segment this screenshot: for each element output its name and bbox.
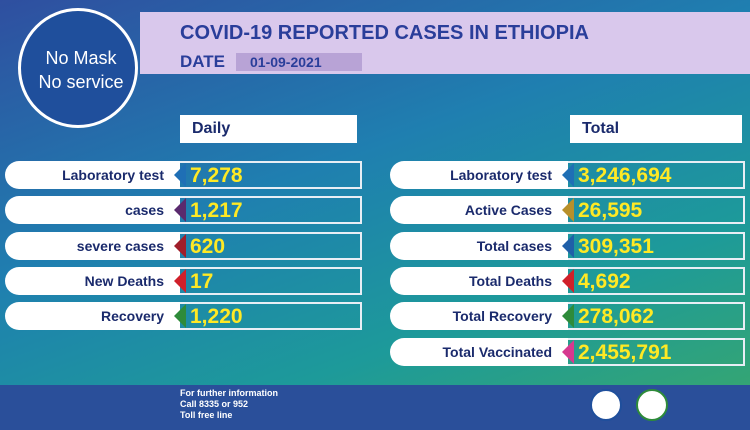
section-heading: Total [570, 115, 742, 143]
row-value: 278,062 [568, 302, 745, 331]
row-label: Total Deaths [390, 266, 568, 295]
logo [636, 389, 668, 421]
row-arrow [562, 304, 574, 329]
row-value: 26,595 [568, 196, 745, 225]
row-value: 7,278 [180, 161, 362, 189]
footer-line: Toll free line [180, 410, 233, 420]
date: 01-09-2021 [236, 53, 362, 71]
section-heading: Daily [180, 115, 357, 143]
row-label: severe cases [5, 231, 180, 260]
badge [18, 8, 138, 128]
row-value: 620 [180, 231, 362, 260]
row-label: Laboratory test [390, 161, 568, 189]
footer-band [0, 385, 750, 430]
row-value: 17 [180, 266, 362, 295]
row-value: 1,217 [180, 196, 362, 225]
row-label: Total Vaccinated [390, 337, 568, 366]
row-value: 309,351 [568, 231, 745, 260]
row-arrow [562, 339, 574, 364]
row-arrow [562, 233, 574, 258]
row-arrow [174, 233, 186, 258]
row-arrow [174, 268, 186, 293]
footer-line: For further information [180, 388, 278, 398]
row-label: Active Cases [390, 196, 568, 225]
row-value: 4,692 [568, 266, 745, 295]
title: COVID-19 REPORTED CASES IN ETHIOPIA [180, 22, 589, 44]
badge-line: No Mask [45, 48, 117, 68]
logo [590, 389, 622, 421]
footer-line: Call 8335 or 952 [180, 399, 249, 409]
row-arrow [174, 198, 186, 223]
footer-text: For further information Call 8335 or 952… [180, 388, 278, 421]
row-label: Recovery [5, 302, 180, 331]
row-value: 1,220 [180, 302, 362, 331]
badge-line: No service [38, 72, 124, 92]
row-label: cases [5, 196, 180, 225]
row-label: Total cases [390, 231, 568, 260]
row-label: New Deaths [5, 266, 180, 295]
row-label: Total Recovery [390, 302, 568, 331]
row-value: 2,455,791 [568, 337, 745, 366]
row-arrow [174, 304, 186, 329]
row-arrow [562, 268, 574, 293]
row-value: 3,246,694 [568, 161, 745, 189]
date-label: DATE [180, 52, 226, 71]
row-arrow [562, 198, 574, 223]
row-arrow [174, 163, 186, 187]
row-arrow [562, 163, 574, 187]
row-label: Laboratory test [5, 161, 180, 189]
